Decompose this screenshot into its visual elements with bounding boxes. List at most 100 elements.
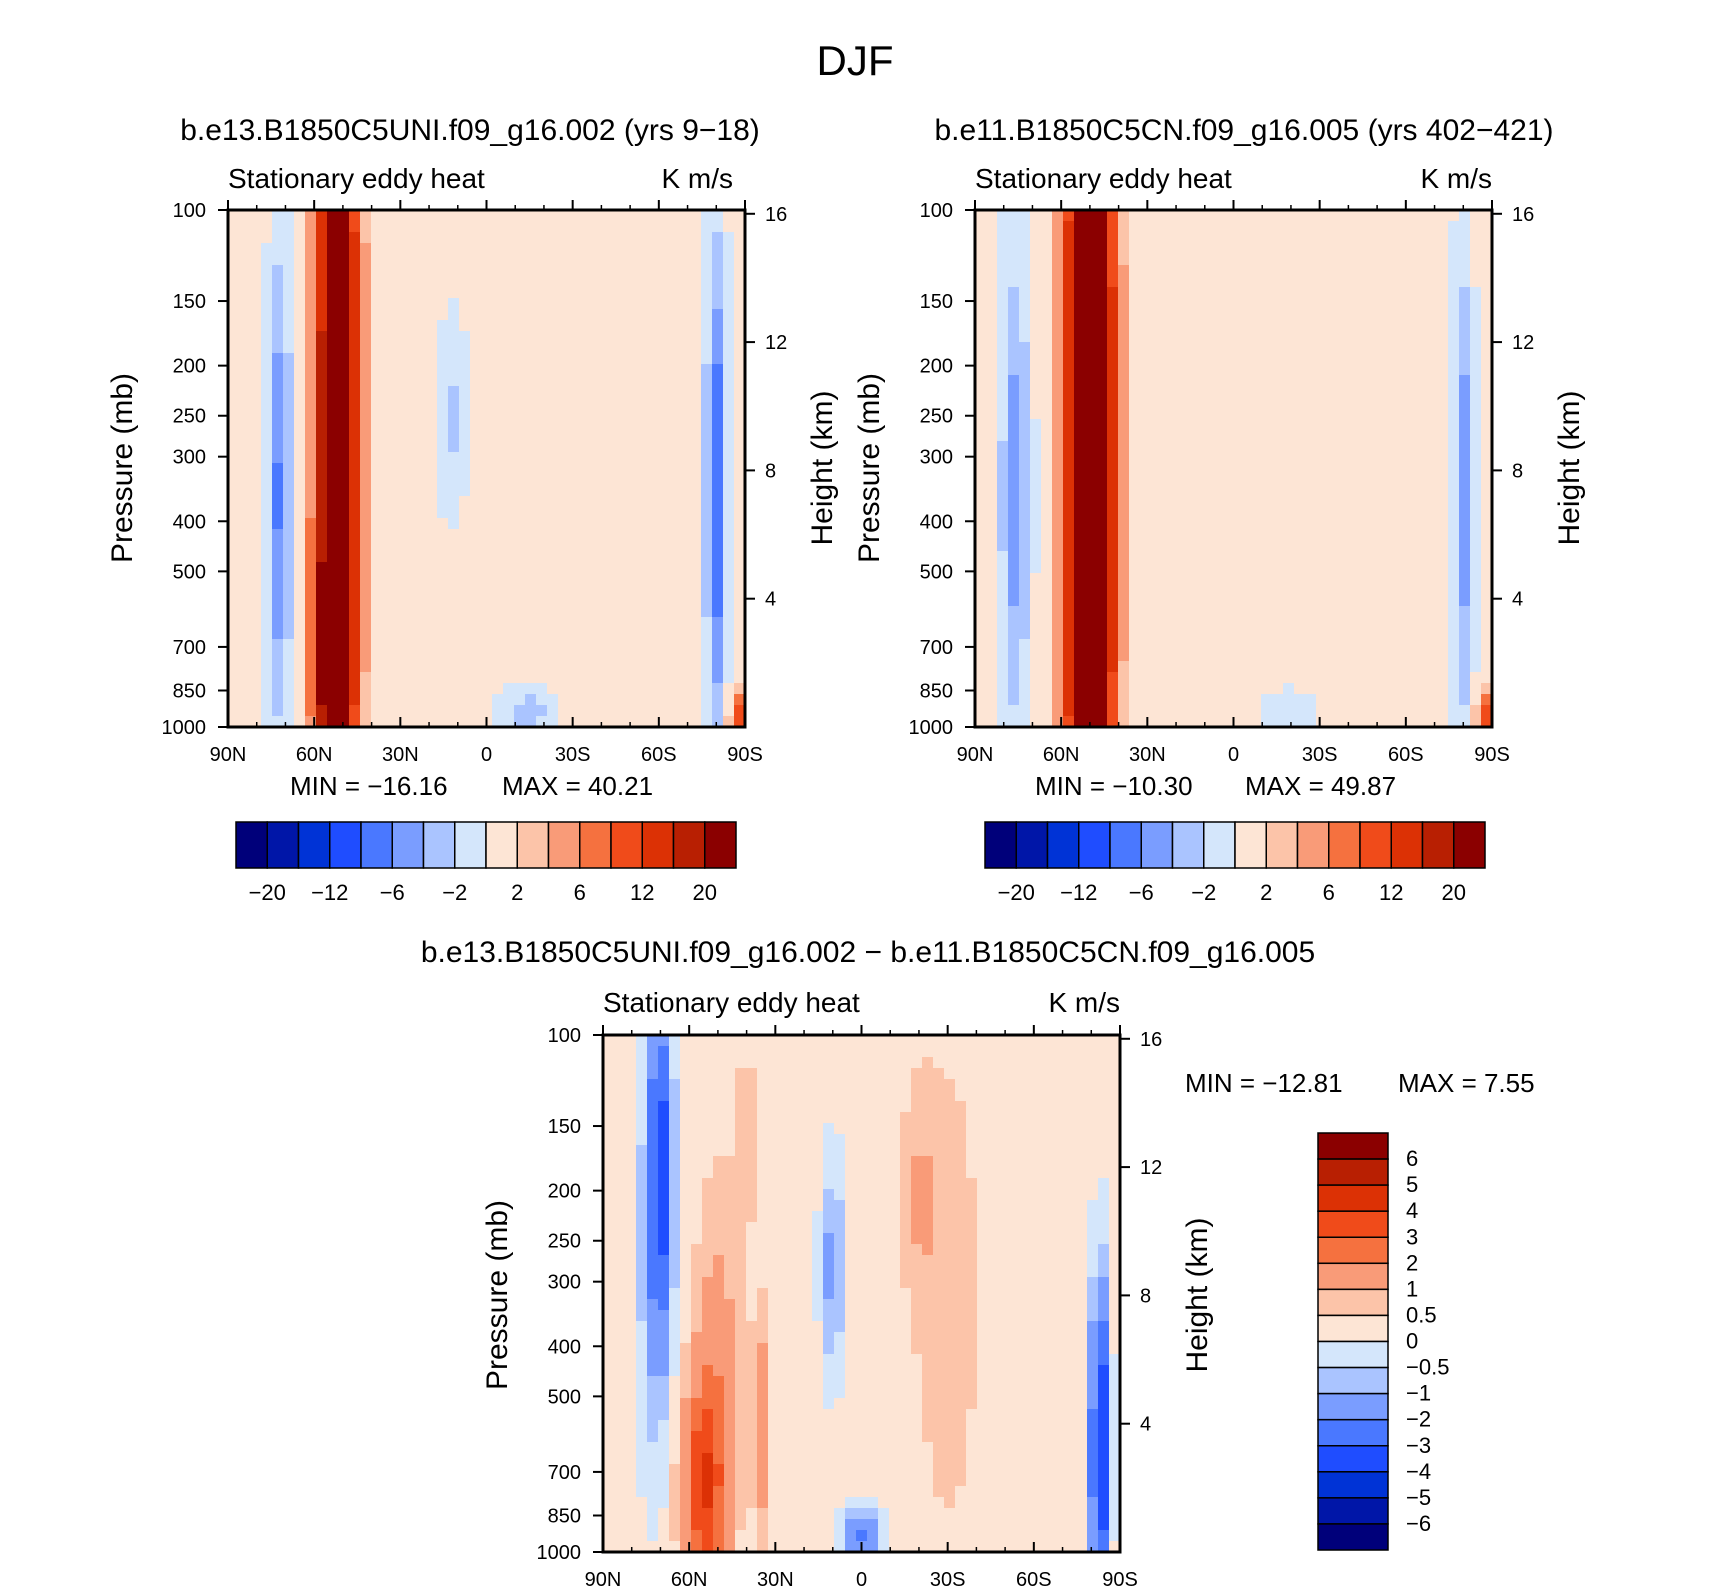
heatmap-cell <box>1481 342 1493 354</box>
heatmap-cell <box>1085 540 1097 552</box>
heatmap-cell <box>624 331 636 343</box>
heatmap-cell <box>1195 573 1207 585</box>
heatmap-cell <box>437 474 449 486</box>
heatmap-cell <box>1162 419 1174 431</box>
heatmap-cell <box>426 551 438 563</box>
heatmap-cell <box>1294 375 1306 387</box>
heatmap-cell <box>624 320 636 332</box>
heatmap-cell <box>1316 595 1328 607</box>
heatmap-cell <box>1118 353 1130 365</box>
heatmap-cell <box>1063 573 1075 585</box>
heatmap-cell <box>283 650 295 662</box>
heatmap-cell <box>1437 474 1449 486</box>
heatmap-cell <box>1316 617 1328 629</box>
heatmap-cell <box>1426 232 1438 244</box>
heatmap-cell <box>1415 595 1427 607</box>
heatmap-cell <box>1349 342 1361 354</box>
heatmap-cell <box>536 617 548 629</box>
heatmap-cell <box>613 485 625 497</box>
heatmap-cell <box>470 617 482 629</box>
heatmap-cell <box>437 353 449 365</box>
heatmap-cell <box>1228 364 1240 376</box>
heatmap-cell <box>701 573 713 585</box>
heatmap-cell <box>481 375 493 387</box>
heatmap-cell <box>1360 639 1372 651</box>
heatmap-cell <box>437 430 449 442</box>
heatmap-cell <box>1437 584 1449 596</box>
heatmap-cell <box>1305 617 1317 629</box>
colorbar-swatch <box>391 821 425 869</box>
heatmap-cell <box>1173 232 1185 244</box>
heatmap-cell <box>1217 364 1229 376</box>
heatmap-cell <box>1426 243 1438 255</box>
heatmap-cell <box>1206 287 1218 299</box>
heatmap-cell <box>613 562 625 574</box>
heatmap-cell <box>1327 386 1339 398</box>
heatmap-cell <box>1217 716 1229 728</box>
heatmap-cell <box>371 386 383 398</box>
heatmap-cell <box>437 694 449 706</box>
heatmap-cell <box>1393 386 1405 398</box>
heatmap-cell <box>657 276 669 288</box>
heatmap-cell <box>316 309 328 321</box>
heatmap-cell <box>1415 232 1427 244</box>
heatmap-cell <box>1184 265 1196 277</box>
heatmap-cell <box>415 342 427 354</box>
heatmap-cell <box>305 430 317 442</box>
heatmap-cell <box>1184 397 1196 409</box>
colorbar-label: 12 <box>630 880 654 905</box>
heatmap-cell <box>1184 595 1196 607</box>
heatmap-cell <box>1250 683 1262 695</box>
heatmap-cell <box>338 496 350 508</box>
heatmap-cell <box>1393 265 1405 277</box>
heatmap-cell <box>1041 485 1053 497</box>
heatmap-cell <box>1316 573 1328 585</box>
heatmap-cell <box>305 584 317 596</box>
heatmap-cell <box>1415 628 1427 640</box>
heatmap-cell <box>1338 386 1350 398</box>
heatmap-cell <box>1415 540 1427 552</box>
heatmap-cell <box>261 243 273 255</box>
heatmap-cells <box>228 210 746 728</box>
heatmap-cell <box>712 584 724 596</box>
heatmap-cell <box>635 309 647 321</box>
heatmap-cell <box>1272 265 1284 277</box>
heatmap-cell <box>536 331 548 343</box>
heatmap-cell <box>536 276 548 288</box>
heatmap-cell <box>382 496 394 508</box>
heatmap-cell <box>1349 584 1361 596</box>
heatmap-cell <box>514 221 526 233</box>
heatmap-cell <box>1327 375 1339 387</box>
heatmap-cell <box>283 474 295 486</box>
heatmap-cell <box>801 1035 813 1047</box>
heatmap-cell <box>503 342 515 354</box>
heatmap-cell <box>1151 210 1163 222</box>
heatmap-cell <box>250 375 262 387</box>
heatmap-cell <box>1228 408 1240 420</box>
heatmap-cell <box>371 287 383 299</box>
heatmap-cell <box>1404 694 1416 706</box>
heatmap-cell <box>239 463 251 475</box>
heatmap-cell <box>1063 210 1075 222</box>
heatmap-cell <box>986 309 998 321</box>
heatmap-cell <box>1041 694 1053 706</box>
heatmap-cell <box>635 573 647 585</box>
heatmap-cell <box>624 452 636 464</box>
heatmap-cell <box>569 551 581 563</box>
heatmap-cell <box>723 672 735 684</box>
heatmap-cell <box>635 452 647 464</box>
heatmap-cell <box>360 606 372 618</box>
heatmap-cell <box>514 452 526 464</box>
heatmap-cell <box>1228 210 1240 222</box>
heatmap-cell <box>459 265 471 277</box>
heatmap-cell <box>624 628 636 640</box>
heatmap-cell <box>1481 496 1493 508</box>
heatmap-cell <box>1382 595 1394 607</box>
heatmap-cell <box>997 408 1009 420</box>
colorbar-swatch <box>297 821 331 869</box>
heatmap-cell <box>1481 441 1493 453</box>
heatmap-cell <box>922 1079 934 1091</box>
heatmap-cell <box>734 507 746 519</box>
heatmap-cell <box>1173 628 1185 640</box>
heatmap-cell <box>1305 243 1317 255</box>
